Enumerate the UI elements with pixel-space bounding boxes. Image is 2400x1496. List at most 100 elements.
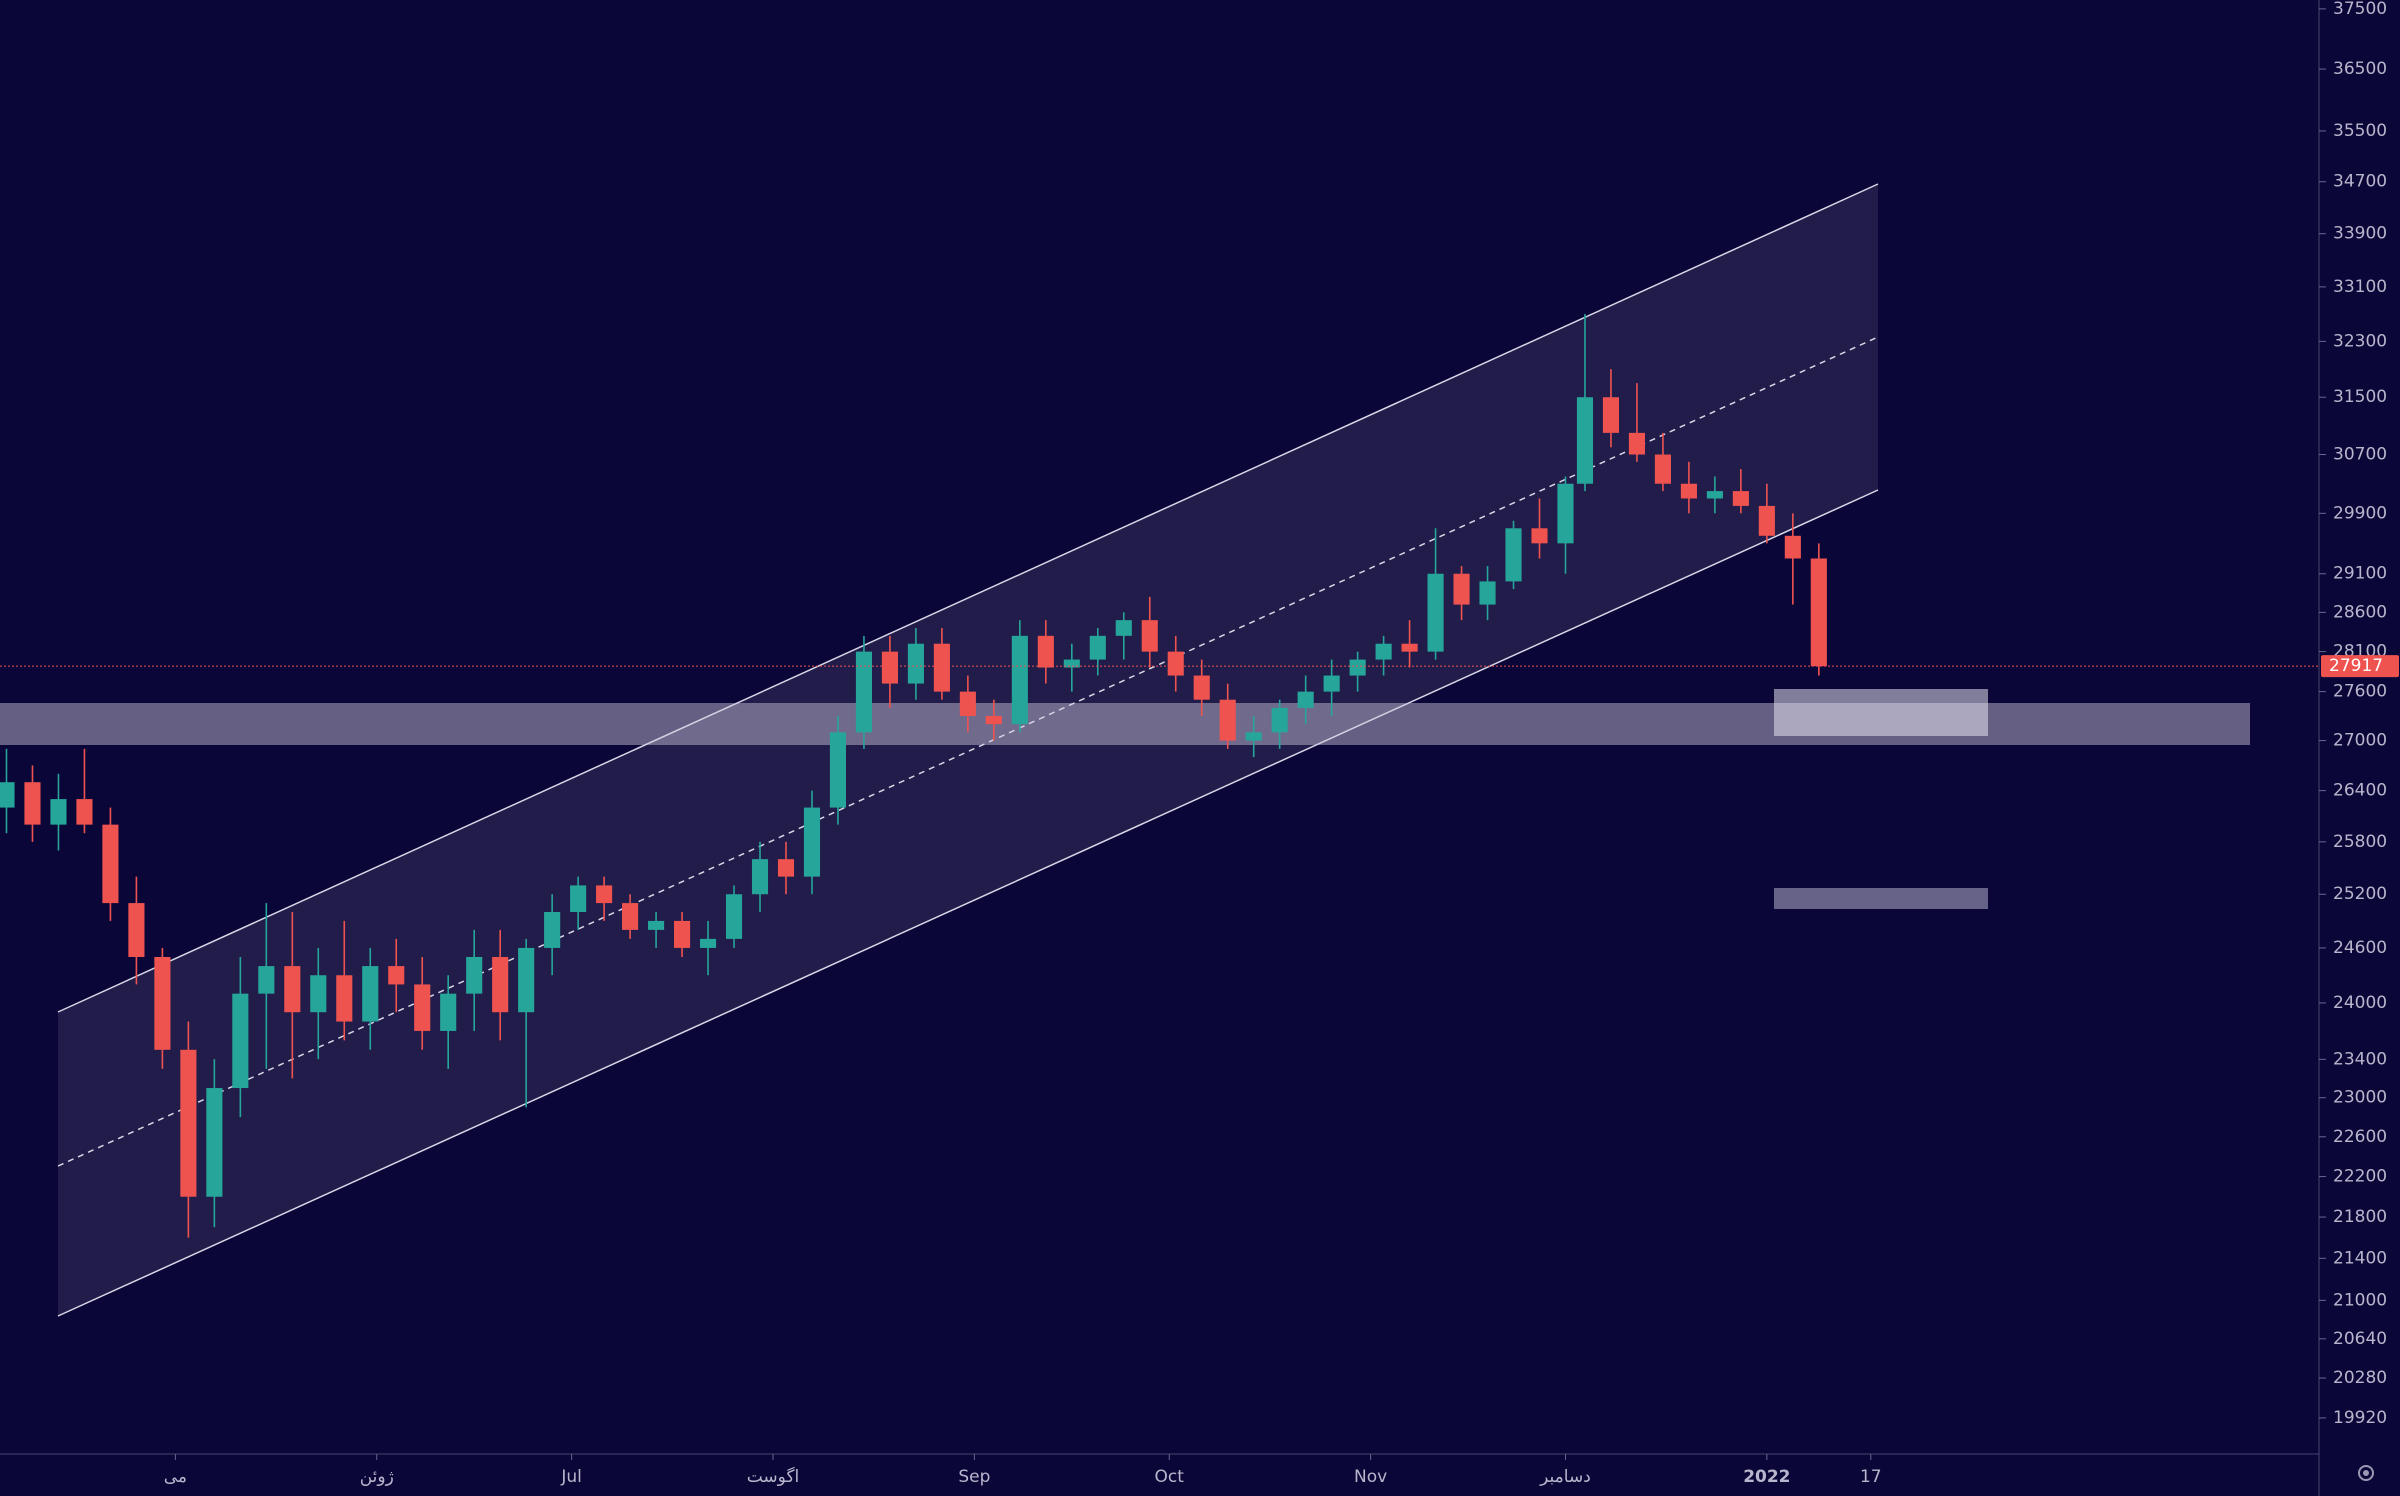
- y-tick-label: 21800: [2333, 1207, 2387, 1227]
- settings-icon[interactable]: [2358, 1465, 2374, 1481]
- candle-body: [1297, 691, 1314, 708]
- y-tick-label: 27000: [2333, 731, 2387, 751]
- candle-body: [907, 643, 924, 684]
- candle-body: [1323, 675, 1340, 692]
- y-tick-label: 19920: [2333, 1408, 2387, 1428]
- y-tick-label: 35500: [2333, 121, 2387, 141]
- x-tick-label: Oct: [1155, 1467, 1185, 1487]
- candle-body: [1271, 707, 1288, 733]
- y-tick-label: 28600: [2333, 602, 2387, 622]
- candle-body: [50, 799, 67, 825]
- x-tick-label: می: [164, 1467, 187, 1487]
- y-tick-label: 33900: [2333, 224, 2387, 244]
- candle-body: [777, 859, 795, 877]
- x-tick-label: 17: [1860, 1467, 1882, 1487]
- y-tick-label: 23000: [2333, 1088, 2387, 1108]
- candle-body: [829, 732, 847, 808]
- y-tick-label: 27600: [2333, 682, 2387, 702]
- y-tick-label: 29100: [2333, 564, 2387, 584]
- candle-body: [1063, 659, 1080, 668]
- candle-body: [414, 984, 431, 1031]
- candle-body: [1037, 635, 1054, 668]
- candle-body: [518, 947, 535, 1013]
- candle-body: [1375, 643, 1392, 660]
- candle-body: [1219, 699, 1236, 741]
- y-tick-label: 25200: [2333, 884, 2387, 904]
- candle-body: [1557, 483, 1574, 544]
- candle-body: [1115, 620, 1132, 636]
- candle-body: [1089, 635, 1106, 660]
- candle-body: [1784, 535, 1801, 559]
- candle-body: [725, 894, 743, 939]
- candle-body: [1505, 528, 1522, 582]
- y-tick-label: 32300: [2333, 331, 2387, 351]
- x-tick-label: اگوست: [747, 1466, 800, 1487]
- candle-body: [466, 956, 483, 994]
- candle-body: [362, 966, 379, 1022]
- candle-body: [1758, 505, 1775, 536]
- y-tick-label: 22200: [2333, 1167, 2387, 1187]
- candle-body: [310, 975, 327, 1013]
- candle-body: [1479, 581, 1496, 605]
- y-tick-label: 25800: [2333, 832, 2387, 852]
- x-tick-label: دسامبر: [1539, 1467, 1591, 1487]
- candle-body: [1141, 620, 1158, 652]
- candle-body: [128, 903, 145, 957]
- candle-body: [855, 651, 872, 733]
- candle-body: [699, 938, 717, 948]
- y-tick-label: 34700: [2333, 172, 2387, 192]
- candle-body: [1193, 675, 1210, 700]
- candle-body: [336, 975, 353, 1022]
- x-tick-label: Sep: [958, 1467, 990, 1487]
- channel-upper: [57, 183, 1879, 1013]
- y-tick-label: 21400: [2333, 1248, 2387, 1268]
- candle-body: [1810, 558, 1827, 667]
- candle-body: [1531, 528, 1548, 544]
- candle-body: [1349, 659, 1366, 676]
- candle-body: [24, 782, 41, 825]
- candle-body: [570, 885, 587, 912]
- candle-body: [881, 651, 898, 684]
- candle-body: [622, 903, 639, 930]
- candle-body: [0, 782, 15, 808]
- candle-body: [284, 966, 301, 1013]
- candle-body: [154, 956, 171, 1050]
- x-tick-label: Jul: [560, 1467, 582, 1487]
- candle-body: [544, 911, 561, 948]
- y-tick-label: 24000: [2333, 993, 2387, 1013]
- candle-body: [648, 920, 665, 930]
- candle-body: [751, 859, 769, 895]
- x-tick-label: Nov: [1354, 1467, 1387, 1487]
- candle-body: [1706, 491, 1723, 499]
- candle-body: [674, 920, 691, 948]
- candle-body: [803, 807, 821, 877]
- candle-body: [1628, 432, 1645, 455]
- x-tick-label: ژوئن: [360, 1467, 394, 1487]
- y-tick-label: 30700: [2333, 445, 2387, 465]
- candle-body: [1732, 491, 1749, 506]
- candle-body: [1401, 643, 1418, 652]
- y-tick-label: 24600: [2333, 938, 2387, 958]
- candle-body: [258, 966, 275, 994]
- candle-body: [985, 715, 1002, 725]
- y-tick-label: 26400: [2333, 781, 2387, 801]
- y-tick-label: 20640: [2333, 1329, 2387, 1349]
- candle-body: [1011, 635, 1028, 725]
- candle-body: [1453, 573, 1470, 605]
- candle-body: [1245, 732, 1262, 741]
- channel-lower: [57, 489, 1879, 1317]
- candle-body: [388, 966, 405, 985]
- candle-body: [1167, 651, 1184, 676]
- last-price-label: 27917: [2329, 656, 2383, 676]
- candle-body: [232, 993, 249, 1089]
- plot-area: [0, 183, 2250, 1317]
- candle-body: [102, 824, 119, 904]
- candle-body: [1576, 397, 1594, 484]
- candle-body: [1602, 397, 1620, 433]
- target-box: [1774, 689, 1988, 736]
- candle-body: [76, 799, 93, 825]
- candle-body: [933, 643, 950, 692]
